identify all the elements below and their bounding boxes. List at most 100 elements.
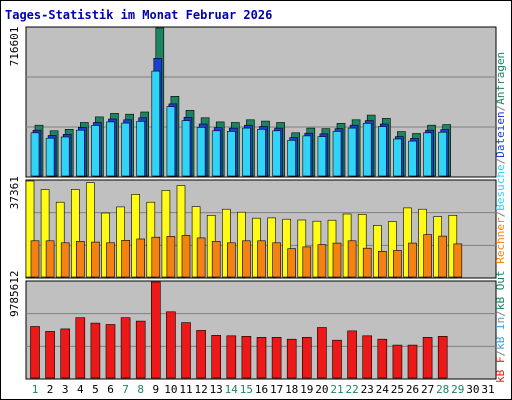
- day-label-29: 29: [451, 383, 464, 396]
- mid-bar-besuche-day-16: [257, 240, 266, 278]
- legend-item-8: /: [494, 158, 507, 165]
- bot-bar-kb-f-day-15: [241, 335, 252, 379]
- top-bar-seiten-day-5: [91, 125, 100, 177]
- day-label-13: 13: [210, 383, 223, 396]
- top-panel: 716601: [8, 26, 497, 178]
- chart-legend: kB F/kB In/kB Out Rechner/Besuche/Dateie…: [494, 52, 507, 383]
- mid-bar-besuche-day-26: [408, 242, 417, 278]
- mid-bar-besuche-day-29: [453, 243, 463, 278]
- mid-bar-besuche-day-22: [347, 240, 357, 278]
- mid-bar-rechner-day-2: [40, 189, 50, 278]
- bot-bar-kb-f-day-23: [362, 335, 373, 379]
- mid-y-max-label: 37361: [8, 176, 21, 209]
- bot-bar-kb-f-day-16: [256, 336, 267, 379]
- mid-bar-besuche-day-28: [438, 235, 448, 278]
- mid-bar-besuche-day-6: [106, 242, 115, 278]
- bot-bar-kb-f-day-7: [120, 317, 131, 379]
- day-label-1: 1: [32, 383, 39, 396]
- mid-bar-besuche-day-1: [30, 240, 40, 278]
- day-label-15: 15: [240, 383, 253, 396]
- day-label-31: 31: [481, 383, 494, 396]
- top-y-max-label: 716601: [8, 27, 21, 67]
- top-bar-seiten-day-17: [272, 130, 281, 177]
- mid-bar-besuche-day-24: [377, 251, 387, 278]
- mid-bar-rechner-day-4: [71, 189, 80, 278]
- top-bar-seiten-day-28: [438, 131, 448, 177]
- mid-bar-rechner-day-5: [86, 182, 95, 278]
- day-label-18: 18: [285, 383, 298, 396]
- legend-item-11: Anfragen: [494, 52, 507, 105]
- top-bar-seiten-day-19: [302, 135, 312, 177]
- mid-bar-rechner-day-18: [282, 218, 292, 278]
- legend-item-1: /: [494, 350, 507, 357]
- mid-bar-besuche-day-7: [121, 240, 130, 278]
- top-bar-seiten-day-13: [211, 130, 221, 177]
- top-bar-seiten-day-16: [257, 129, 266, 177]
- legend-item-4: kB Out: [494, 270, 507, 310]
- legend-item-0: kB F: [494, 357, 507, 384]
- bot-bar-kb-f-day-28: [437, 335, 448, 379]
- top-bar-seiten-day-14: [227, 131, 236, 177]
- top-bar-seiten-day-12: [196, 127, 206, 177]
- day-label-2: 2: [47, 383, 54, 396]
- mid-bar-besuche-day-19: [302, 246, 312, 278]
- day-label-7: 7: [122, 383, 129, 396]
- bot-bar-kb-f-day-12: [196, 330, 206, 379]
- mid-bar-besuche-day-12: [196, 237, 206, 278]
- top-bar-seiten-day-27: [423, 132, 432, 177]
- mid-bar-besuche-day-23: [362, 247, 372, 278]
- top-bar-seiten-day-8: [136, 121, 145, 177]
- bot-bar-kb-f-day-26: [407, 344, 418, 379]
- mid-panel: 37361: [8, 176, 497, 279]
- mid-bar-besuche-day-21: [332, 242, 342, 278]
- mid-bar-rechner-day-23: [357, 214, 367, 278]
- top-bar-seiten-day-3: [60, 136, 70, 177]
- legend-item-7: Besuche: [494, 164, 507, 210]
- legend-item-2: kB In: [494, 317, 507, 350]
- mid-bar-rechner-day-10: [161, 190, 171, 278]
- day-label-8: 8: [137, 383, 144, 396]
- day-label-25: 25: [391, 383, 404, 396]
- day-label-27: 27: [421, 383, 434, 396]
- bot-bar-kb-f-day-5: [90, 322, 101, 379]
- legend-item-9: Dateien: [494, 111, 507, 157]
- bot-bar-kb-f-day-20: [317, 327, 327, 379]
- top-bar-seiten-day-15: [242, 127, 251, 177]
- mid-bar-besuche-day-14: [227, 242, 236, 278]
- bot-bar-kb-f-day-22: [347, 330, 357, 379]
- bot-bar-kb-f-day-11: [181, 322, 191, 379]
- mid-bar-besuche-day-3: [60, 242, 70, 278]
- bot-bar-kb-f-day-24: [377, 338, 388, 379]
- top-bar-seiten-day-2: [45, 137, 55, 177]
- bot-bar-kb-f-day-18: [286, 338, 297, 379]
- day-label-12: 12: [194, 383, 207, 396]
- top-bar-seiten-day-24: [377, 126, 387, 177]
- mid-bar-besuche-day-18: [287, 248, 297, 278]
- bot-bar-kb-f-day-13: [211, 334, 221, 379]
- bot-bar-kb-f-day-25: [392, 344, 403, 379]
- top-bar-seiten-day-22: [347, 127, 357, 177]
- bot-bar-kb-f-day-8: [135, 320, 146, 379]
- mid-bar-besuche-day-17: [272, 242, 281, 278]
- day-label-9: 9: [152, 383, 159, 396]
- mid-bar-rechner-day-25: [388, 221, 397, 278]
- chart-title: Tages-Statistik im Monat Februar 2026: [5, 8, 272, 22]
- bot-y-max-label: 9785612: [8, 271, 21, 317]
- mid-bar-besuche-day-8: [136, 238, 145, 278]
- top-bar-seiten-day-25: [393, 138, 402, 177]
- day-label-30: 30: [466, 383, 479, 396]
- mid-bar-rechner-day-26: [403, 207, 412, 278]
- legend-item-5: Rechner: [494, 217, 507, 270]
- day-label-17: 17: [270, 383, 283, 396]
- top-bar-seiten-day-23: [362, 123, 372, 177]
- chart-panels: 716601 37361 9785612: [8, 26, 497, 380]
- bot-bar-kb-f-day-14: [226, 335, 237, 379]
- day-label-24: 24: [376, 383, 390, 396]
- day-label-26: 26: [406, 383, 419, 396]
- day-label-3: 3: [62, 383, 69, 396]
- bot-bar-kb-f-day-10: [166, 311, 176, 379]
- day-label-5: 5: [92, 383, 99, 396]
- top-bar-seiten-day-4: [76, 129, 85, 177]
